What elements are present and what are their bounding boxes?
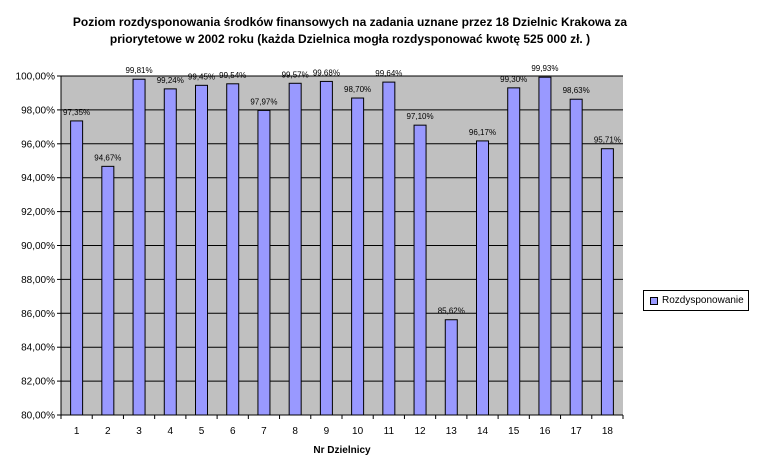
data-label: 98,63% bbox=[563, 86, 590, 95]
bar bbox=[101, 165, 115, 416]
bar bbox=[507, 87, 521, 416]
bar bbox=[257, 109, 271, 416]
y-tick-label: 96,00% bbox=[21, 139, 55, 150]
x-tick-label: 16 bbox=[539, 426, 551, 437]
x-tick-label: 3 bbox=[136, 426, 142, 437]
bar bbox=[600, 148, 614, 416]
x-tick-label: 7 bbox=[261, 426, 267, 437]
y-tick-label: 92,00% bbox=[21, 207, 55, 218]
bar bbox=[413, 124, 427, 416]
data-label: 94,67% bbox=[94, 153, 121, 162]
bars bbox=[70, 76, 614, 416]
x-axis-title: Nr Dzielnicy bbox=[313, 445, 371, 456]
data-label: 95,71% bbox=[594, 136, 621, 145]
x-tick-label: 10 bbox=[352, 426, 364, 437]
data-label: 99,81% bbox=[125, 66, 152, 75]
chart-title-line-2: priorytetowe w 2002 roku (każda Dzielnic… bbox=[109, 32, 591, 46]
data-label: 99,64% bbox=[375, 69, 402, 78]
bar bbox=[70, 120, 84, 416]
chart-title: Poziom rozdysponowania środków finansowy… bbox=[30, 14, 670, 48]
y-tick-label: 100,00% bbox=[16, 72, 56, 83]
x-axis: 1 2 3 4 5 6 7 8 9 10 11 12 13 14 15 16 17 18 bbox=[60, 414, 624, 437]
x-tick-label: 5 bbox=[199, 426, 205, 437]
bar bbox=[569, 98, 583, 416]
y-axis: 80,00% 82,00% 84,00% 86,00% 88,00% 90,00% 92,0… bbox=[16, 72, 62, 422]
bar bbox=[132, 78, 146, 416]
legend-swatch bbox=[650, 296, 658, 305]
x-tick-label: 9 bbox=[324, 426, 330, 437]
bar bbox=[195, 84, 208, 416]
bar bbox=[163, 88, 177, 416]
data-label: 98,70% bbox=[344, 85, 371, 94]
chart-title-line-1: Poziom rozdysponowania środków finansowy… bbox=[72, 15, 628, 29]
y-tick-label: 82,00% bbox=[21, 377, 55, 388]
x-tick-label: 13 bbox=[446, 426, 458, 437]
y-tick-label: 94,00% bbox=[21, 173, 55, 184]
y-tick-label: 88,00% bbox=[21, 275, 55, 286]
y-tick-label: 98,00% bbox=[21, 105, 55, 116]
x-tick-label: 11 bbox=[384, 426, 395, 437]
bar bbox=[444, 319, 458, 416]
x-tick-label: 6 bbox=[230, 426, 236, 437]
data-label: 99,30% bbox=[500, 75, 527, 84]
x-tick-label: 4 bbox=[167, 426, 173, 437]
legend: Rozdysponowanie bbox=[643, 290, 749, 311]
data-label: 85,62% bbox=[438, 307, 465, 316]
bar bbox=[288, 82, 302, 416]
data-label: 99,24% bbox=[157, 76, 184, 85]
bar bbox=[226, 83, 240, 416]
bar bbox=[319, 80, 333, 416]
y-tick-label: 86,00% bbox=[21, 309, 55, 320]
data-label: 97,10% bbox=[406, 112, 433, 121]
x-tick-label: 2 bbox=[105, 426, 111, 437]
x-tick-label: 18 bbox=[602, 426, 614, 437]
y-tick-label: 80,00% bbox=[21, 411, 55, 422]
data-label: 99,93% bbox=[531, 64, 558, 73]
data-label: 96,17% bbox=[469, 128, 496, 137]
data-labels: 97,35% 94,67% 99,81% 99,24% 99,45% 99,54% 97,9… bbox=[63, 64, 621, 316]
bar bbox=[351, 97, 365, 416]
data-label: 99,57% bbox=[282, 70, 309, 79]
data-label: 99,54% bbox=[219, 71, 246, 80]
x-tick-label: 1 bbox=[74, 426, 80, 437]
bar bbox=[538, 76, 552, 416]
x-tick-label: 8 bbox=[292, 426, 298, 437]
bar bbox=[476, 140, 489, 416]
x-tick-label: 14 bbox=[477, 426, 489, 437]
data-label: 99,45% bbox=[188, 72, 215, 81]
data-label: 99,68% bbox=[313, 68, 340, 77]
bar bbox=[382, 81, 396, 416]
gridlines bbox=[61, 75, 623, 416]
y-tick-label: 84,00% bbox=[21, 343, 55, 354]
data-label: 97,97% bbox=[250, 97, 277, 106]
data-label: 97,35% bbox=[63, 108, 90, 117]
x-tick-label: 17 bbox=[571, 426, 583, 437]
legend-label: Rozdysponowanie bbox=[662, 295, 744, 306]
x-tick-label: 15 bbox=[508, 426, 520, 437]
y-tick-label: 90,00% bbox=[21, 241, 55, 252]
x-tick-label: 12 bbox=[414, 426, 426, 437]
